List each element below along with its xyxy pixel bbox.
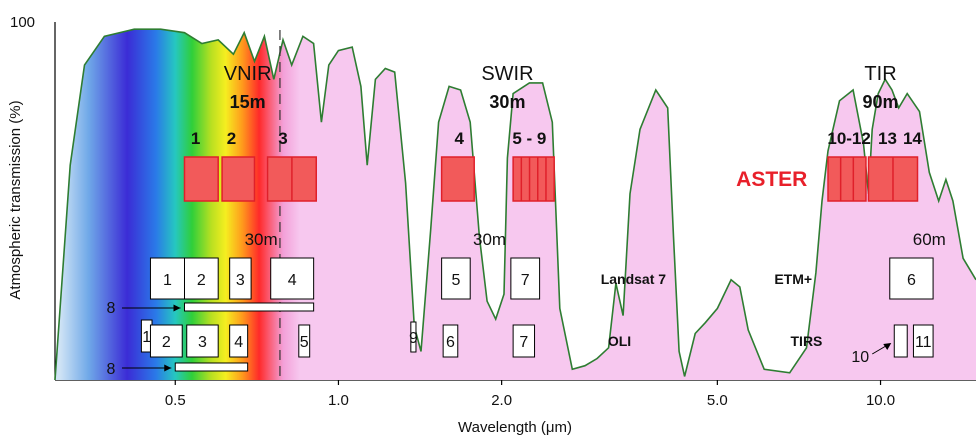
landsat7-band-label: 3	[236, 272, 245, 289]
region-resolution: 90m	[863, 92, 899, 112]
landsat7-band-box	[441, 257, 471, 300]
transmission-curve	[54, 28, 976, 381]
aster-band-box	[183, 156, 219, 202]
landsat7-band-label: 5	[451, 272, 460, 289]
landsat8-band-label: 3	[198, 334, 207, 351]
landsat8-pan-arrowhead	[164, 364, 172, 372]
landsat7-band-box	[889, 257, 934, 300]
x-tick-label: 1.0	[328, 392, 349, 409]
aster-band-box	[512, 156, 555, 202]
aster-band-label: 3	[278, 129, 287, 148]
landsat8-pan-label: 8	[107, 361, 116, 378]
region-resolution: 15m	[230, 92, 266, 112]
aster-band-box	[221, 156, 256, 202]
landsat8-band-box	[298, 324, 311, 358]
landsat8-oli-label: OLI	[608, 333, 631, 349]
landsat8-band-box	[442, 324, 459, 358]
region-resolution: 30m	[489, 92, 525, 112]
y-tick-label-100: 100	[10, 14, 35, 31]
landsat7-etm-label: ETM+	[774, 271, 812, 287]
landsat8-band-box	[149, 324, 183, 358]
aster-band-box	[827, 156, 867, 202]
landsat8-band-box	[912, 324, 934, 358]
x-tick-label: 5.0	[707, 392, 728, 409]
landsat7-resolution: 60m	[913, 230, 946, 249]
aster-band-label: 13	[878, 129, 897, 148]
aster-label: ASTER	[736, 168, 807, 191]
landsat7-band-label: 1	[163, 272, 172, 289]
landsat8-band-label: 2	[162, 334, 171, 351]
x-axis-label: Wavelength (μm)	[458, 419, 572, 436]
landsat8-band-label: 4	[234, 334, 243, 351]
landsat7-pan-band-box	[183, 302, 315, 312]
landsat8-band-box	[229, 324, 249, 358]
landsat8-band-box	[186, 324, 219, 358]
y-axis-label: Atmospheric transmission (%)	[7, 100, 24, 299]
aster-band-label: 5 - 9	[512, 129, 546, 148]
region-label: SWIR	[481, 63, 533, 85]
landsat8-band-label: 5	[300, 334, 309, 351]
aster-band-label: 1	[191, 129, 200, 148]
landsat7-band-label: 6	[907, 272, 916, 289]
x-tick-label: 2.0	[491, 392, 512, 409]
landsat8-band-label: 1	[142, 329, 151, 346]
landsat7-band-label: 4	[288, 272, 297, 289]
landsat8-band-box	[893, 324, 908, 358]
landsat7-band-label: 7	[521, 272, 530, 289]
aster-band-label: 4	[454, 129, 464, 148]
landsat8-band-label: 9	[409, 330, 418, 347]
landsat7-band-box	[510, 257, 541, 300]
landsat7-resolution: 30m	[245, 230, 278, 249]
landsat7-resolution: 30m	[473, 230, 506, 249]
landsat8-band-label: 7	[519, 334, 528, 351]
aster-band-label: 2	[227, 129, 236, 148]
landsat7-band-label: 2	[197, 272, 206, 289]
region-label: TIR	[864, 63, 896, 85]
landsat8-tirs-label: TIRS	[791, 333, 823, 349]
landsat8-band-label: 11	[915, 334, 932, 351]
landsat8-band-label: 6	[446, 334, 455, 351]
landsat8-band-label: 10	[851, 349, 869, 366]
landsat7-band-box	[229, 257, 252, 300]
landsat7-band-box	[183, 257, 219, 300]
x-tick-label: 10.0	[866, 392, 895, 409]
aster-band-box	[440, 156, 475, 202]
landsat8-band10-arrowhead	[883, 343, 892, 350]
x-tick-label: 0.5	[165, 392, 186, 409]
aster-band-label: 14	[903, 129, 922, 148]
landsat8-pan-band-box	[174, 362, 249, 372]
landsat7-pan-arrowhead	[173, 304, 181, 312]
landsat7-pan-label: 8	[107, 300, 116, 317]
landsat7-label: Landsat 7	[601, 271, 667, 287]
landsat7-band-box	[149, 257, 185, 300]
region-label: VNIR	[224, 63, 272, 85]
aster-band-label: 10-12	[827, 129, 870, 148]
landsat8-band-box	[512, 324, 536, 358]
landsat7-band-box	[270, 257, 315, 300]
landsat8-band-box	[410, 321, 417, 353]
